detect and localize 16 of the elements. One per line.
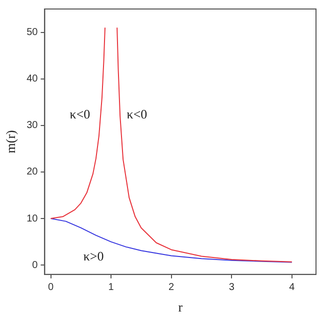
annotation: κ<0 bbox=[70, 106, 90, 122]
y-tick-label: 0 bbox=[32, 260, 38, 271]
x-axis-title: r bbox=[178, 300, 184, 315]
x-tick-label: 1 bbox=[108, 282, 114, 294]
y-tick-label: 50 bbox=[26, 27, 38, 38]
y-tick-label: 30 bbox=[26, 120, 38, 132]
x-tick-label: 3 bbox=[228, 282, 235, 294]
y-tick-label: 40 bbox=[26, 74, 38, 85]
annotation: κ>0 bbox=[83, 248, 104, 264]
x-tick-label: 2 bbox=[168, 282, 175, 294]
y-tick-label: 10 bbox=[26, 213, 38, 224]
y-axis-title: m(r) bbox=[3, 130, 18, 154]
x-tick-label: 0 bbox=[48, 282, 54, 294]
annotation: κ<0 bbox=[126, 106, 148, 122]
x-tick-label: 4 bbox=[289, 282, 296, 294]
y-tick-label: 20 bbox=[26, 166, 38, 178]
